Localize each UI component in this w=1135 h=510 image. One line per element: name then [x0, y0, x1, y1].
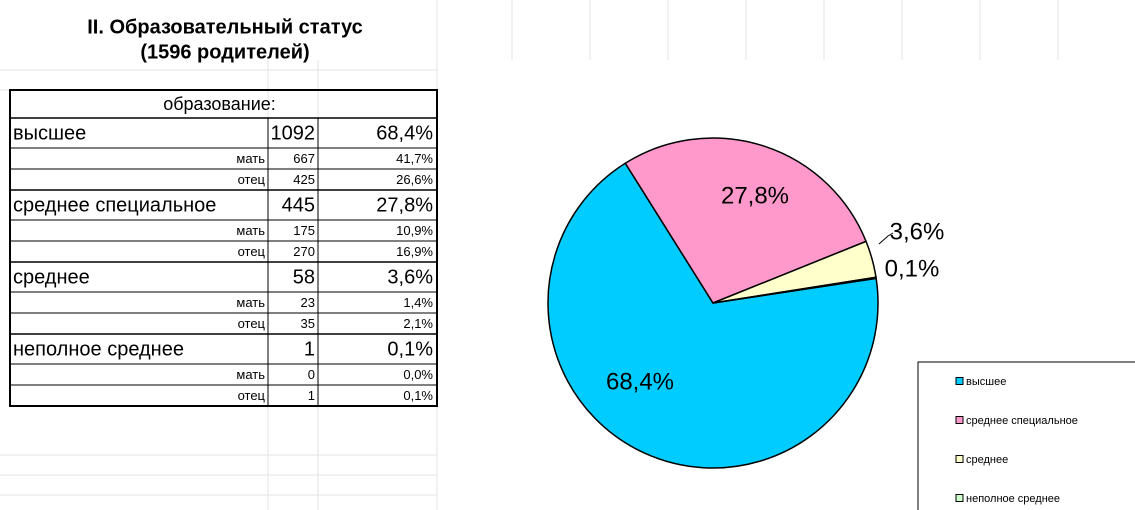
row-label: отец	[238, 172, 266, 187]
leader-line	[878, 232, 894, 245]
row-count: 58	[293, 266, 315, 288]
legend-label: среднее специальное	[966, 415, 1078, 427]
row-count: 270	[293, 244, 315, 259]
legend-swatch	[955, 494, 964, 502]
title-line: (1596 родителей)	[140, 41, 309, 63]
row-count: 175	[293, 223, 315, 238]
row-count: 425	[293, 172, 315, 187]
table-frame	[9, 89, 438, 407]
table-header: образование:	[163, 94, 276, 114]
row-percent: 26,6%	[396, 172, 433, 187]
row-label: среднее	[13, 266, 90, 288]
title-line: II. Образовательный статус	[87, 16, 363, 38]
row-percent: 0,1%	[387, 338, 433, 360]
row-count: 1	[308, 388, 315, 403]
row-label: мать	[236, 295, 265, 310]
row-count: 23	[301, 295, 315, 310]
legend-label: среднее	[966, 454, 1008, 466]
slice-label: 68,4%	[606, 368, 674, 395]
slice-label: 3,6%	[890, 218, 945, 245]
legend-label: высшее	[966, 376, 1006, 388]
row-label: мать	[236, 151, 265, 166]
row-label: отец	[238, 388, 266, 403]
row-label: высшее	[13, 122, 86, 144]
row-percent: 16,9%	[396, 244, 433, 259]
pie-slice	[624, 137, 868, 304]
row-percent: 2,1%	[403, 316, 433, 331]
legend-box	[917, 361, 1135, 510]
row-percent: 0,0%	[403, 367, 433, 382]
row-count: 667	[293, 151, 315, 166]
row-count: 1	[304, 338, 315, 360]
pie-slice	[547, 162, 879, 469]
row-percent: 68,4%	[376, 122, 433, 144]
row-label: неполное среднее	[13, 338, 184, 360]
row-count: 35	[301, 316, 315, 331]
row-label: мать	[236, 367, 265, 382]
slice-label: 27,8%	[721, 182, 789, 209]
legend-swatch	[955, 416, 964, 424]
row-label: мать	[236, 223, 265, 238]
row-percent: 27,8%	[376, 194, 433, 216]
row-percent: 3,6%	[387, 266, 433, 288]
row-label: отец	[238, 244, 266, 259]
row-count: 1092	[271, 122, 316, 144]
pie-slice	[712, 276, 877, 304]
row-count: 0	[308, 367, 315, 382]
row-percent: 10,9%	[396, 223, 433, 238]
legend-label: неполное среднее	[966, 493, 1060, 505]
legend-swatch	[955, 377, 964, 385]
row-label: отец	[238, 316, 266, 331]
row-label: среднее специальное	[13, 194, 216, 216]
row-percent: 0,1%	[403, 388, 433, 403]
row-percent: 1,4%	[403, 295, 433, 310]
row-percent: 41,7%	[396, 151, 433, 166]
legend-swatch	[955, 455, 964, 463]
slice-label: 0,1%	[885, 255, 940, 282]
row-count: 445	[282, 194, 315, 216]
